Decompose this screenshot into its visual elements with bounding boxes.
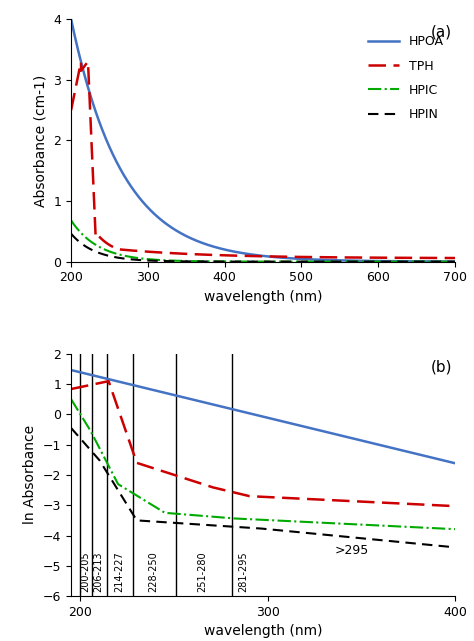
Line: HPIC: HPIC [71,221,455,262]
HPIC [403,258,409,265]
HPOA [445,258,450,265]
HPIN [232,258,238,265]
HPOA [403,258,409,265]
TPH [68,106,74,114]
HPIC [68,217,74,224]
HPIC [232,258,238,265]
Text: >295: >295 [335,544,369,557]
HPIC [112,249,118,257]
HPIN [403,258,409,265]
Y-axis label: ln Absorbance: ln Absorbance [23,426,37,524]
Text: (a): (a) [431,25,452,40]
TPH [85,58,91,65]
HPIC [445,258,450,265]
HPOA [135,192,140,199]
HPOA [452,258,458,265]
Text: (b): (b) [431,360,452,374]
X-axis label: wavelength (nm): wavelength (nm) [204,290,322,304]
HPIN [445,258,450,265]
X-axis label: wavelength (nm): wavelength (nm) [204,624,322,638]
HPIC [216,258,221,265]
Text: 228-250: 228-250 [148,551,158,592]
HPOA [216,244,221,252]
TPH [403,254,409,262]
HPIC [452,258,458,265]
TPH [112,244,118,252]
TPH [452,254,458,262]
HPIN [135,256,140,263]
Text: 200-205: 200-205 [80,551,90,592]
Text: 206-213: 206-213 [93,551,103,592]
TPH [216,251,221,259]
HPOA [112,154,118,162]
Legend: HPOA, TPH, HPIC, HPIN: HPOA, TPH, HPIC, HPIN [363,30,449,126]
HPOA [232,248,238,256]
Line: HPOA: HPOA [71,19,455,262]
HPIC [135,254,140,262]
TPH [445,254,450,262]
TPH [232,252,238,260]
Text: 214-227: 214-227 [114,551,124,592]
Y-axis label: Absorbance (cm-1): Absorbance (cm-1) [34,74,48,206]
Text: 251-280: 251-280 [197,551,207,592]
Line: TPH: TPH [71,62,455,258]
HPIN [112,253,118,261]
Text: 281-295: 281-295 [238,551,248,592]
Line: HPIN: HPIN [71,234,455,262]
TPH [135,247,141,255]
HPIN [452,258,458,265]
HPIN [216,258,221,265]
HPIN [68,230,74,238]
HPOA [68,15,74,23]
